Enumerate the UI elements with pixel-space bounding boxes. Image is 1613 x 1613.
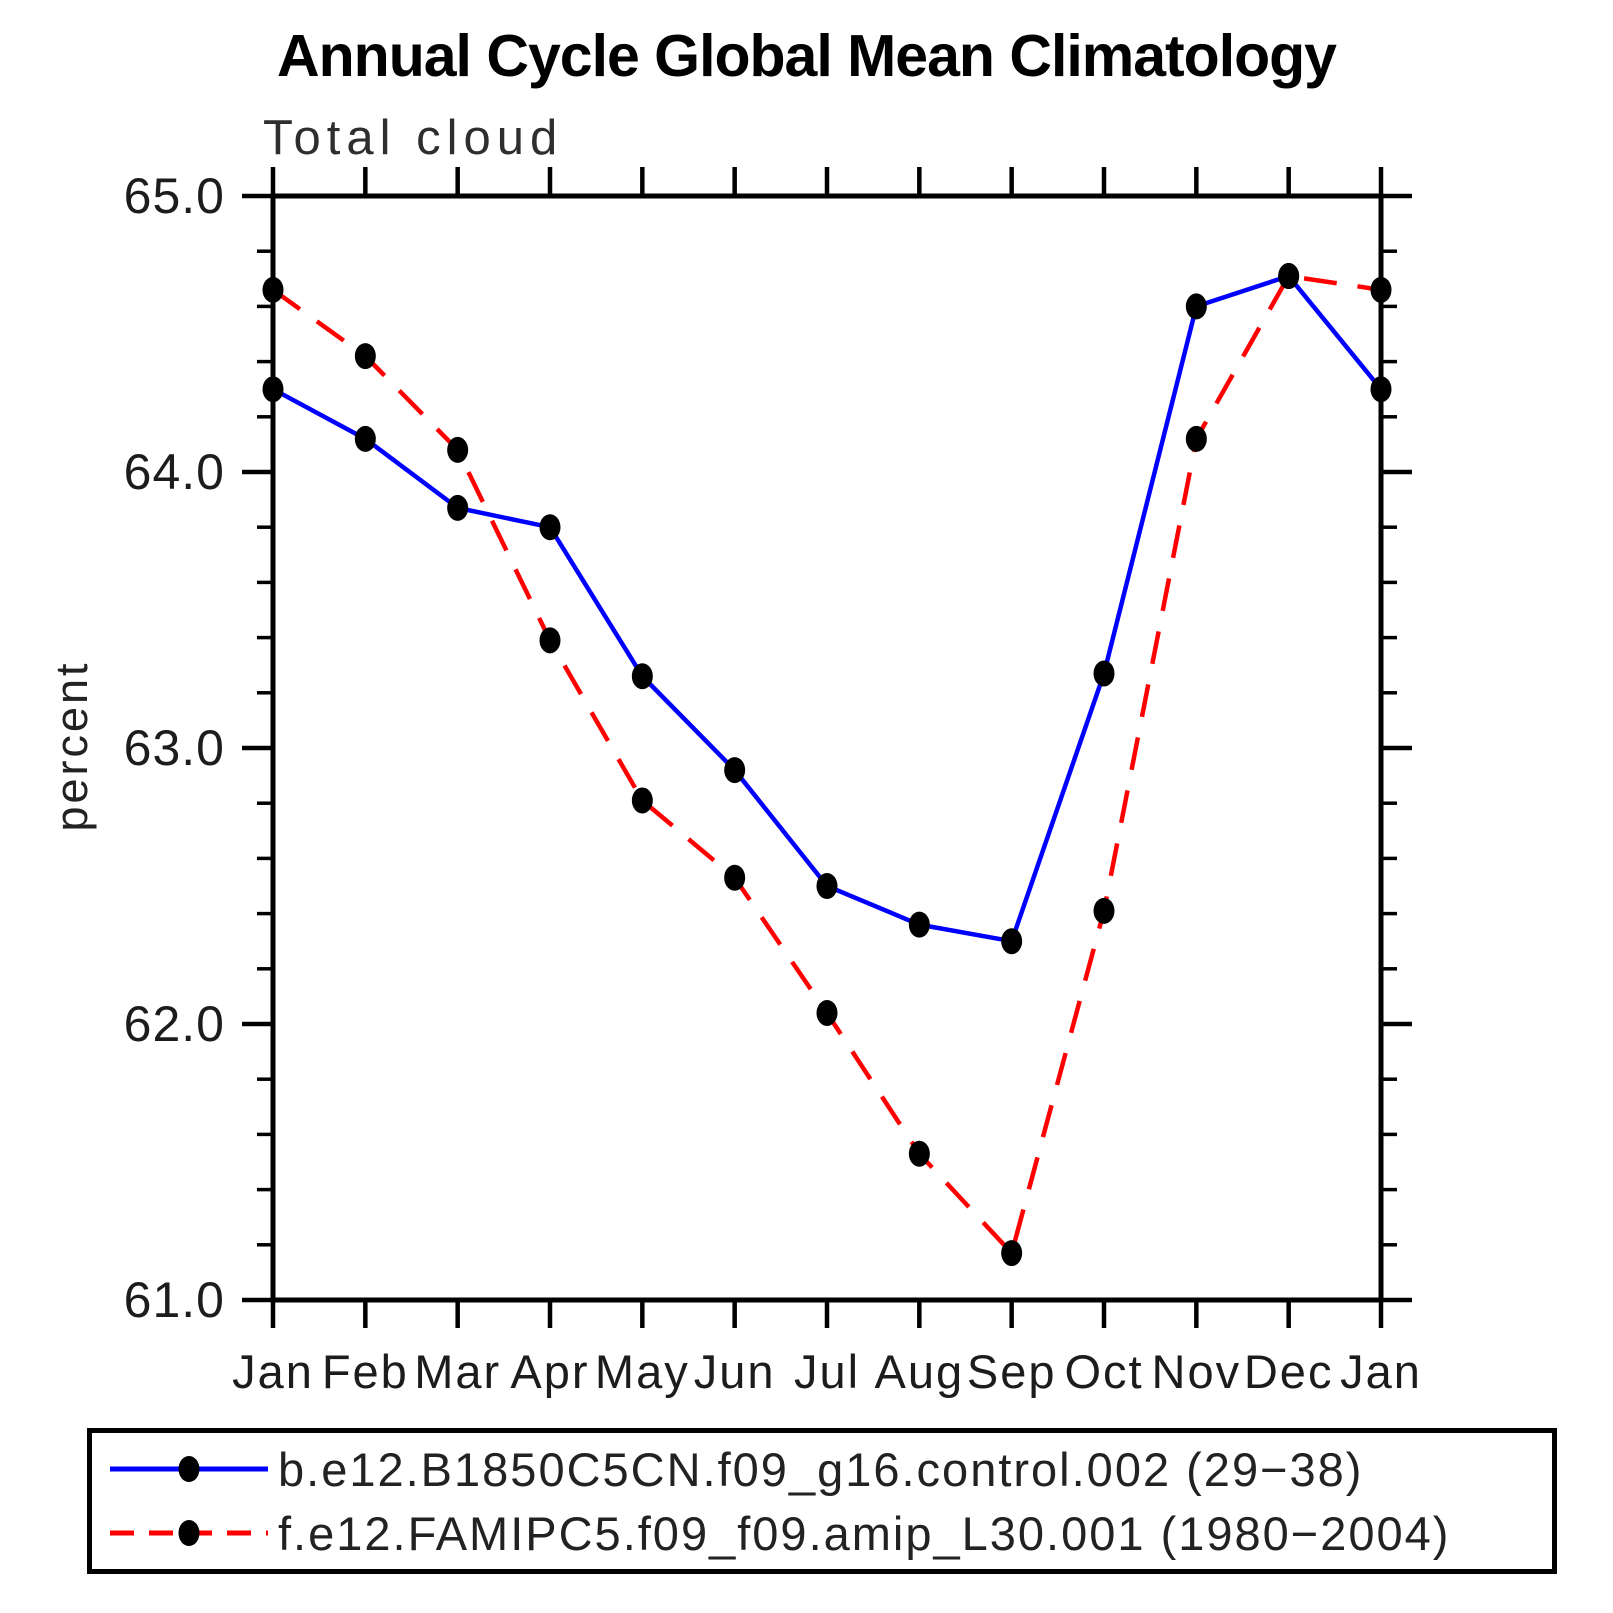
series-marker-amip bbox=[1278, 263, 1300, 290]
series-marker-control bbox=[447, 494, 469, 521]
legend-row-control: b.e12.B1850C5CN.f09_g16.control.002 (29−… bbox=[104, 1441, 1552, 1497]
series-marker-control bbox=[1001, 928, 1023, 955]
legend-marker-icon bbox=[178, 1520, 200, 1546]
series-marker-control bbox=[1093, 660, 1115, 687]
chart-subtitle: Total cloud bbox=[263, 111, 564, 165]
x-tick-label: Jan bbox=[1340, 1345, 1422, 1398]
x-tick-label: Oct bbox=[1064, 1345, 1143, 1398]
x-tick-label: Feb bbox=[322, 1345, 409, 1398]
x-tick-label: Aug bbox=[875, 1345, 965, 1398]
plot-frame bbox=[270, 193, 1384, 1303]
x-tick-label: Jan bbox=[232, 1345, 314, 1398]
x-tick-label: Apr bbox=[510, 1345, 589, 1398]
y-tick-label: 62.0 bbox=[124, 996, 225, 1052]
x-tick-label: Nov bbox=[1152, 1345, 1242, 1398]
series-marker-amip bbox=[1185, 425, 1207, 452]
series-marker-amip bbox=[816, 999, 838, 1026]
legend-label-amip: f.e12.FAMIPC5.f09_f09.amip_L30.001 (1980… bbox=[278, 1506, 1451, 1560]
x-tick-label: May bbox=[595, 1345, 690, 1398]
x-tick-label: Jul bbox=[794, 1345, 860, 1398]
legend-label-control: b.e12.B1850C5CN.f09_g16.control.002 (29−… bbox=[278, 1442, 1364, 1496]
series-line-control bbox=[271, 273, 1383, 944]
series-marker-amip bbox=[354, 343, 376, 370]
y-tick-label: 63.0 bbox=[124, 720, 225, 776]
legend-row-amip: f.e12.FAMIPC5.f09_f09.amip_L30.001 (1980… bbox=[104, 1505, 1552, 1561]
series-marker-amip bbox=[539, 627, 561, 654]
series-marker-amip bbox=[262, 276, 284, 303]
series-marker-amip bbox=[1370, 276, 1392, 303]
series-marker-amip bbox=[447, 436, 469, 463]
series-marker-control bbox=[539, 514, 561, 541]
x-tick-label: Sep bbox=[967, 1345, 1057, 1398]
x-tick-label: Mar bbox=[414, 1345, 501, 1398]
series-marker-control bbox=[354, 425, 376, 452]
series-marker-amip bbox=[631, 787, 653, 814]
chart-title: Annual Cycle Global Mean Climatology bbox=[277, 23, 1337, 89]
series-marker-control bbox=[908, 911, 930, 938]
series-marker-amip bbox=[1093, 897, 1115, 924]
series-marker-amip bbox=[724, 864, 746, 891]
y-tick-label: 61.0 bbox=[124, 1272, 225, 1328]
y-tick-label: 64.0 bbox=[124, 444, 225, 500]
series-marker-control bbox=[631, 663, 653, 690]
x-tick-label: Jun bbox=[694, 1345, 776, 1398]
series-marker-amip bbox=[1001, 1240, 1023, 1267]
series-marker-control bbox=[1370, 376, 1392, 403]
x-tick-label: Dec bbox=[1244, 1345, 1334, 1398]
legend-marker-icon bbox=[178, 1456, 200, 1482]
legend-line-sample-amip bbox=[110, 1520, 268, 1546]
series-line-amip bbox=[271, 273, 1382, 1256]
series-marker-control bbox=[816, 873, 838, 899]
y-tick-label: 65.0 bbox=[124, 168, 225, 224]
legend-box: b.e12.B1850C5CN.f09_g16.control.002 (29−… bbox=[87, 1428, 1557, 1574]
series-marker-control bbox=[724, 757, 746, 784]
legend-line-sample-control bbox=[110, 1456, 268, 1482]
series-marker-control bbox=[262, 376, 284, 403]
series-marker-amip bbox=[908, 1140, 930, 1167]
series-marker-control bbox=[1185, 293, 1207, 320]
